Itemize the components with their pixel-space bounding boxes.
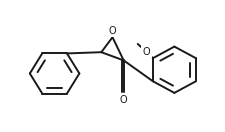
- Text: O: O: [119, 95, 127, 105]
- Text: O: O: [142, 47, 150, 57]
- Text: O: O: [109, 26, 116, 36]
